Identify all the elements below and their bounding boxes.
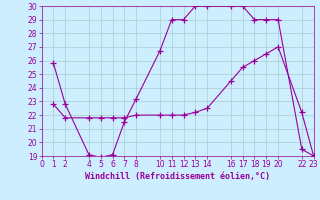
X-axis label: Windchill (Refroidissement éolien,°C): Windchill (Refroidissement éolien,°C)	[85, 172, 270, 181]
